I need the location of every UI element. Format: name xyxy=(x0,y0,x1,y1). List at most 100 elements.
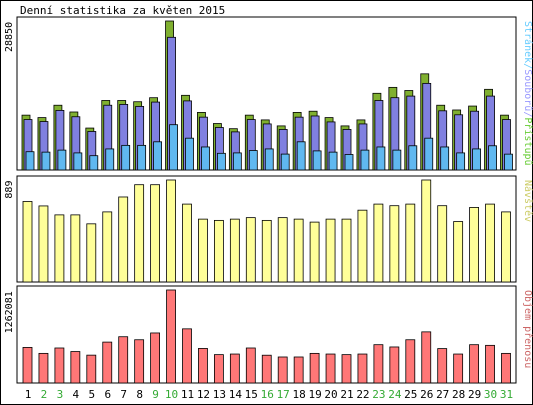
x-tick-label-day-13: 13 xyxy=(213,388,226,401)
bar-stránek-day-31 xyxy=(504,153,513,171)
bar-objem-přenosu-day-22 xyxy=(357,353,368,384)
bar-stránek-day-22 xyxy=(360,149,370,171)
legend: Objem přenosu xyxy=(522,290,533,368)
bar-objem-přenosu-day-8 xyxy=(134,339,145,384)
x-tick-label-day-14: 14 xyxy=(229,388,243,401)
bar-objem-přenosu-day-1 xyxy=(22,347,33,384)
bar-objem-přenosu-day-9 xyxy=(150,332,161,384)
x-tick-label-day-1: 1 xyxy=(25,388,32,401)
legend: Stránek/Souborů/Přístupů xyxy=(522,21,533,166)
bar-objem-přenosu-day-27 xyxy=(437,348,448,384)
bar-stránek-day-23 xyxy=(376,146,386,171)
x-tick-label-day-3: 3 xyxy=(57,388,64,401)
bar-objem-přenosu-day-30 xyxy=(485,344,495,384)
x-tick-label-day-2: 2 xyxy=(41,388,48,401)
bar-stránek-day-25 xyxy=(408,145,418,171)
bar-stránek-day-29 xyxy=(472,148,482,171)
bar-návštěv-day-29 xyxy=(469,207,480,283)
bar-návštěv-day-30 xyxy=(485,203,495,283)
x-tick-label-day-23: 23 xyxy=(372,388,385,401)
bar-návštěv-day-14 xyxy=(229,218,240,283)
x-tick-label-day-8: 8 xyxy=(136,388,143,401)
legend: Návštěv xyxy=(522,180,533,222)
bar-návštěv-day-5 xyxy=(86,223,97,283)
bar-návštěv-day-12 xyxy=(198,218,208,283)
bar-návštěv-day-2 xyxy=(38,205,49,283)
bar-stránek-day-12 xyxy=(201,146,210,171)
bar-stránek-day-5 xyxy=(89,155,99,171)
legend-entry: / xyxy=(522,111,533,117)
bar-objem-přenosu-day-13 xyxy=(213,354,224,384)
x-tick-label-day-12: 12 xyxy=(197,388,210,401)
bar-návštěv-day-28 xyxy=(453,221,464,283)
bar-stránek-day-19 xyxy=(312,150,322,171)
x-tick-label-day-21: 21 xyxy=(340,388,353,401)
y-max-label: 28850 xyxy=(4,22,15,52)
bar-návštěv-day-18 xyxy=(293,218,304,283)
bar-objem-přenosu-day-4 xyxy=(70,351,81,384)
x-tick-label-day-10: 10 xyxy=(165,388,178,401)
bar-objem-přenosu-day-10 xyxy=(166,289,176,384)
bar-stránek-day-3 xyxy=(57,149,67,171)
chart-title: Denní statistika za květen 2015 xyxy=(20,4,225,17)
bar-stránek-day-30 xyxy=(488,145,497,171)
bar-stránek-day-15 xyxy=(248,150,258,171)
bar-návštěv-day-7 xyxy=(118,196,129,283)
bar-stránek-day-13 xyxy=(216,152,226,171)
bar-objem-přenosu-day-17 xyxy=(277,356,288,384)
bar-stránek-day-20 xyxy=(328,151,338,171)
bar-stránek-day-27 xyxy=(440,146,450,171)
bar-návštěv-day-23 xyxy=(373,203,384,283)
bar-objem-přenosu-day-20 xyxy=(325,353,336,384)
bar-návštěv-day-1 xyxy=(22,201,33,283)
x-tick-label-day-17: 17 xyxy=(277,388,290,401)
bar-stránek-day-18 xyxy=(296,141,306,171)
bar-objem-přenosu-day-23 xyxy=(373,344,384,384)
bar-návštěv-day-15 xyxy=(245,217,256,283)
bar-stránek-day-24 xyxy=(392,149,402,171)
bar-návštěv-day-21 xyxy=(341,218,352,283)
x-tick-label-day-16: 16 xyxy=(261,388,274,401)
bar-objem-přenosu-day-28 xyxy=(453,353,464,384)
bar-návštěv-day-8 xyxy=(134,184,145,283)
bar-objem-přenosu-day-15 xyxy=(245,347,256,384)
bar-návštěv-day-26 xyxy=(421,179,432,283)
bar-objem-přenosu-day-7 xyxy=(118,336,129,384)
bar-návštěv-day-22 xyxy=(357,209,368,283)
bar-objem-přenosu-day-6 xyxy=(102,341,113,384)
bar-stránek-day-8 xyxy=(137,144,147,171)
bar-objem-přenosu-day-11 xyxy=(182,328,192,384)
bar-návštěv-day-9 xyxy=(150,184,161,283)
legend-entry: Stránek xyxy=(522,21,533,63)
legend-entry: Objem přenosu xyxy=(522,290,533,368)
x-tick-label-day-18: 18 xyxy=(293,388,306,401)
bar-návštěv-day-3 xyxy=(54,214,65,283)
legend-entry: / xyxy=(522,63,533,69)
bar-objem-přenosu-day-19 xyxy=(309,352,320,384)
bar-návštěv-day-11 xyxy=(182,203,192,283)
x-tick-label-day-9: 9 xyxy=(152,388,159,401)
bar-stránek-day-17 xyxy=(280,153,290,171)
y-max-label: 1262081 xyxy=(4,291,15,333)
bar-objem-přenosu-day-5 xyxy=(86,354,97,384)
bar-stránek-day-11 xyxy=(185,137,194,171)
x-tick-label-day-19: 19 xyxy=(308,388,321,401)
bar-návštěv-day-27 xyxy=(437,205,448,283)
x-tick-label-day-15: 15 xyxy=(245,388,258,401)
bar-stránek-day-28 xyxy=(456,152,466,171)
bar-stránek-day-21 xyxy=(344,154,354,171)
bar-objem-přenosu-day-16 xyxy=(261,354,272,384)
bar-návštěv-day-6 xyxy=(102,211,113,283)
x-axis-day-labels: 1 2 3 4 5 6 7 8 9 10 11 12 13 14 15 16 17 18 19 20 21 22 23 24 2… xyxy=(25,388,513,401)
bar-návštěv-day-4 xyxy=(70,214,81,283)
x-tick-label-day-7: 7 xyxy=(120,388,127,401)
bar-objem-přenosu-day-14 xyxy=(229,353,240,384)
bar-stránek-day-6 xyxy=(105,148,115,171)
x-tick-label-day-28: 28 xyxy=(452,388,465,401)
x-tick-label-day-22: 22 xyxy=(356,388,369,401)
bar-návštěv-day-25 xyxy=(405,203,416,283)
x-tick-label-day-30: 30 xyxy=(484,388,497,401)
bar-stránek-day-4 xyxy=(73,152,83,171)
